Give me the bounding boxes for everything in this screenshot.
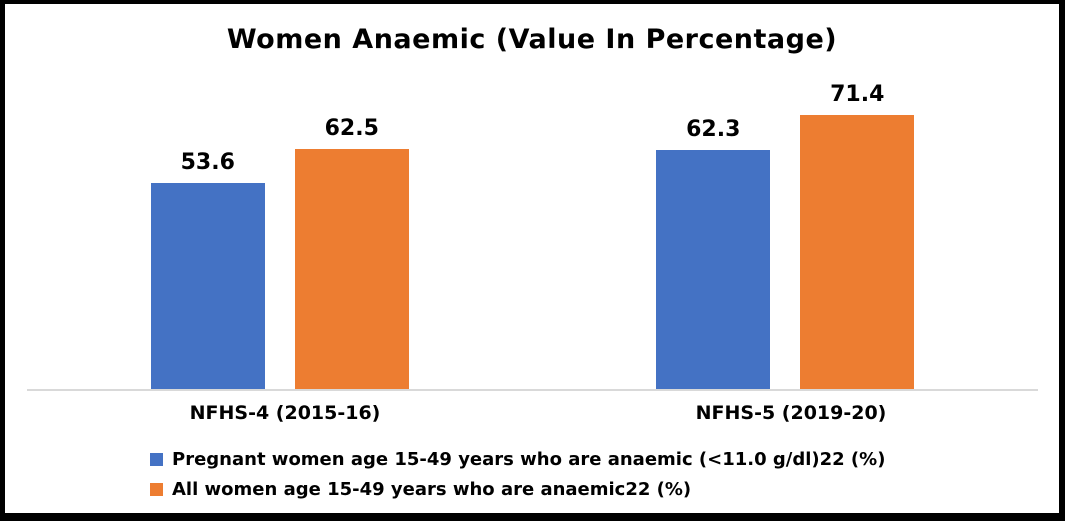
bar-series0-cat0 <box>150 183 265 389</box>
x-axis-label-nfhs5: NFHS-5 (2019-20) <box>695 402 887 424</box>
legend-swatch-orange-icon <box>150 482 163 496</box>
plot-area: 53.6 62.3 62.5 71.4 <box>27 82 1038 389</box>
chart-legend: Pregnant women age 15-49 years who are a… <box>150 448 885 508</box>
legend-label-pregnant-women: Pregnant women age 15-49 years who are a… <box>172 448 886 470</box>
bar-series1-cat1 <box>800 115 915 389</box>
x-axis-label-nfhs4: NFHS-4 (2015-16) <box>189 402 381 424</box>
bar-series1-cat0 <box>294 149 409 389</box>
bar-value-label: 62.5 <box>324 116 379 142</box>
bar-value-label: 53.6 <box>180 150 235 176</box>
bar-value-label: 62.3 <box>686 116 741 142</box>
chart-title: Women Anaemic (Value In Percentage) <box>226 24 838 55</box>
x-axis-line <box>27 389 1038 391</box>
bar-series0-cat1 <box>656 149 771 389</box>
legend-swatch-blue-icon <box>150 452 163 466</box>
legend-item-all-women: All women age 15-49 years who are anaemi… <box>150 478 885 500</box>
bar-value-label: 71.4 <box>830 82 885 108</box>
legend-label-all-women: All women age 15-49 years who are anaemi… <box>172 478 692 500</box>
legend-item-pregnant-women: Pregnant women age 15-49 years who are a… <box>150 448 885 470</box>
